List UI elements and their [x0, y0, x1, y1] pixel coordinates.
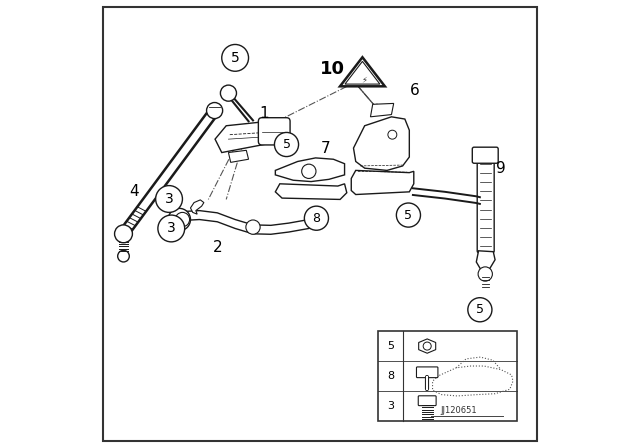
- Text: 1: 1: [259, 106, 269, 121]
- Text: 5: 5: [404, 209, 412, 222]
- Text: 5: 5: [387, 341, 394, 351]
- Text: 2: 2: [212, 240, 222, 255]
- Circle shape: [207, 103, 223, 119]
- Circle shape: [396, 203, 420, 227]
- Text: 7: 7: [321, 142, 331, 156]
- FancyBboxPatch shape: [477, 157, 494, 253]
- FancyBboxPatch shape: [419, 396, 436, 405]
- Polygon shape: [419, 339, 436, 353]
- Circle shape: [115, 225, 132, 243]
- Polygon shape: [191, 200, 204, 214]
- Text: 6: 6: [410, 83, 420, 99]
- Circle shape: [423, 342, 431, 350]
- FancyBboxPatch shape: [417, 367, 438, 378]
- Polygon shape: [340, 57, 385, 86]
- Polygon shape: [351, 170, 414, 194]
- Text: 4: 4: [129, 184, 139, 199]
- Polygon shape: [275, 184, 347, 199]
- Text: 8: 8: [387, 371, 394, 381]
- Circle shape: [118, 250, 129, 262]
- Circle shape: [478, 267, 492, 281]
- Text: 3: 3: [164, 192, 173, 206]
- Text: 8: 8: [312, 212, 321, 225]
- Text: 3: 3: [387, 401, 394, 411]
- Text: 10: 10: [320, 60, 345, 78]
- Circle shape: [308, 215, 323, 229]
- FancyBboxPatch shape: [259, 118, 290, 145]
- Circle shape: [468, 297, 492, 322]
- Polygon shape: [345, 61, 380, 84]
- Text: 5: 5: [282, 138, 291, 151]
- Polygon shape: [228, 151, 248, 162]
- Text: 9: 9: [496, 161, 506, 176]
- Text: 3: 3: [167, 221, 175, 236]
- Text: 5: 5: [231, 51, 239, 65]
- Text: ⚡: ⚡: [361, 75, 367, 84]
- Polygon shape: [476, 251, 495, 270]
- Polygon shape: [175, 211, 324, 234]
- Circle shape: [221, 44, 248, 71]
- Text: JJ120651: JJ120651: [440, 406, 477, 415]
- Circle shape: [158, 215, 185, 242]
- Bar: [378, 331, 516, 421]
- Circle shape: [175, 212, 189, 227]
- Circle shape: [220, 85, 237, 101]
- Circle shape: [305, 206, 328, 230]
- Polygon shape: [353, 117, 410, 170]
- Circle shape: [388, 130, 397, 139]
- Circle shape: [301, 164, 316, 178]
- Circle shape: [246, 220, 260, 234]
- Polygon shape: [215, 121, 275, 152]
- Circle shape: [168, 208, 191, 231]
- Polygon shape: [371, 103, 394, 117]
- Circle shape: [275, 133, 299, 156]
- Circle shape: [156, 185, 182, 212]
- Text: 5: 5: [476, 303, 484, 316]
- FancyBboxPatch shape: [472, 147, 498, 163]
- Polygon shape: [275, 158, 344, 181]
